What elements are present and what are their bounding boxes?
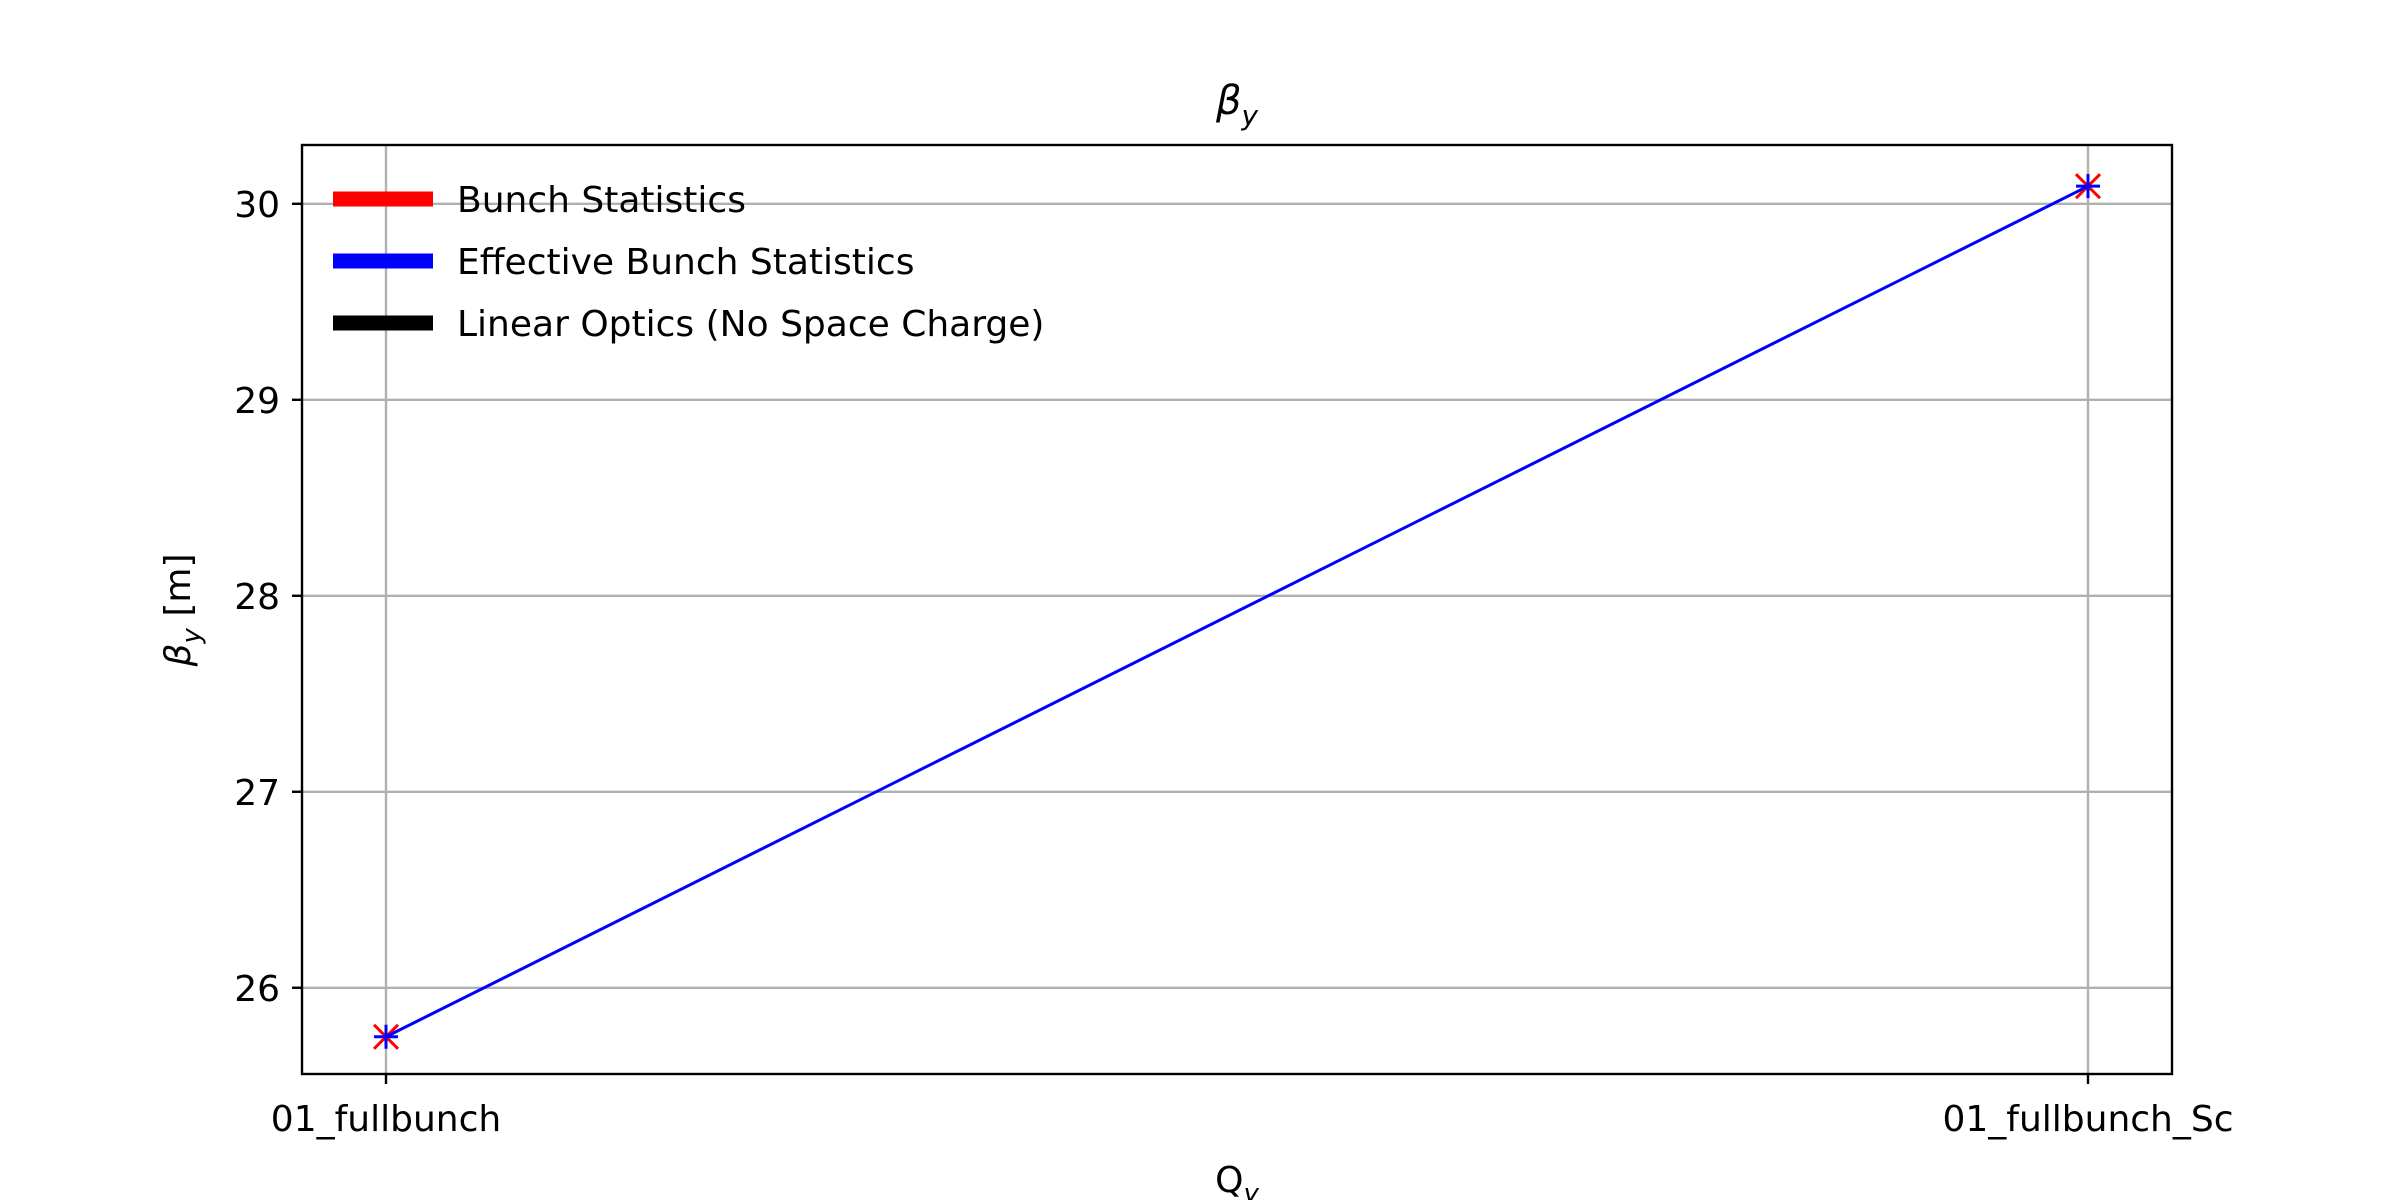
plot-frame bbox=[300, 143, 2174, 1076]
plot-series bbox=[372, 173, 2102, 1050]
legend-label: Effective Bunch Statistics bbox=[457, 242, 914, 283]
effective-bunch-statistics-point bbox=[2076, 174, 2100, 199]
effective-bunch-statistics-point bbox=[374, 1024, 398, 1049]
axis-ticks: 26 27 28 29 30 01_fullbunch 01_fullbunch_Sc bbox=[234, 185, 2233, 1140]
y-tick-label: 28 bbox=[234, 577, 280, 618]
chart-title: βy bbox=[1215, 78, 1259, 132]
legend-label: Linear Optics (No Space Charge) bbox=[457, 304, 1044, 345]
x-tick-label: 01_fullbunch bbox=[271, 1099, 501, 1140]
x-axis-title: Qy bbox=[1215, 1160, 1259, 1200]
legend-label: Bunch Statistics bbox=[457, 180, 746, 221]
y-tick-label: 29 bbox=[234, 381, 280, 422]
effective-bunch-statistics-line bbox=[385, 184, 2089, 1039]
x-tick-label: 01_fullbunch_Sc bbox=[1942, 1099, 2233, 1140]
y-tick-label: 27 bbox=[234, 773, 280, 814]
grid-lines bbox=[302, 145, 2172, 1074]
y-tick-label: 30 bbox=[234, 185, 280, 226]
y-tick-label: 26 bbox=[234, 969, 280, 1010]
y-axis-title: βy [m] bbox=[158, 554, 207, 668]
legend: Bunch Statistics Effective Bunch Statisti… bbox=[333, 180, 1044, 345]
